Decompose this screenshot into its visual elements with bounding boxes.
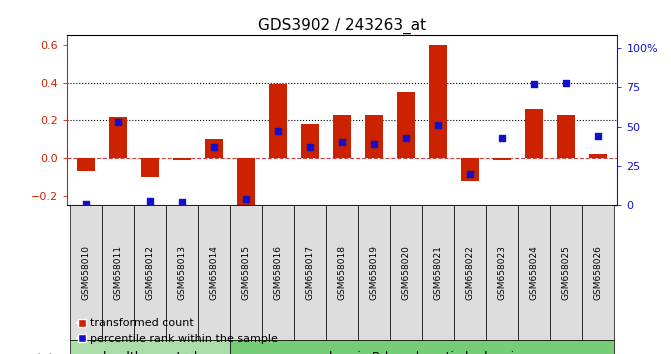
Text: GSM658022: GSM658022 bbox=[466, 245, 474, 300]
Bar bbox=[70, 205, 102, 340]
Point bbox=[241, 196, 252, 202]
Text: GSM658015: GSM658015 bbox=[242, 245, 251, 300]
Bar bbox=[589, 154, 607, 158]
Bar bbox=[166, 205, 198, 340]
Text: GSM658025: GSM658025 bbox=[562, 245, 570, 300]
Bar bbox=[493, 158, 511, 160]
Bar bbox=[77, 158, 95, 171]
Bar bbox=[70, 340, 230, 354]
Point bbox=[177, 199, 188, 205]
Bar bbox=[429, 45, 447, 158]
Point bbox=[273, 129, 284, 134]
Text: GSM658024: GSM658024 bbox=[529, 245, 539, 300]
Point bbox=[561, 80, 572, 85]
Point bbox=[433, 122, 444, 128]
Bar bbox=[397, 92, 415, 158]
Point bbox=[592, 133, 603, 139]
Bar bbox=[358, 205, 391, 340]
Point bbox=[81, 201, 92, 207]
Point bbox=[497, 135, 507, 141]
Bar bbox=[558, 115, 575, 158]
Bar bbox=[230, 340, 614, 354]
Legend: transformed count, percentile rank within the sample: transformed count, percentile rank withi… bbox=[72, 314, 282, 348]
Text: healthy control: healthy control bbox=[103, 351, 197, 354]
Bar bbox=[454, 205, 486, 340]
Bar bbox=[550, 205, 582, 340]
Bar bbox=[174, 158, 191, 160]
Bar bbox=[486, 205, 518, 340]
Bar bbox=[326, 205, 358, 340]
Point bbox=[145, 198, 156, 204]
Text: GSM658010: GSM658010 bbox=[82, 245, 91, 300]
Bar bbox=[142, 158, 159, 177]
Text: GSM658019: GSM658019 bbox=[370, 245, 378, 300]
Point bbox=[529, 81, 539, 87]
Bar bbox=[102, 205, 134, 340]
Bar bbox=[333, 115, 351, 158]
Bar bbox=[462, 158, 479, 181]
Bar bbox=[582, 205, 614, 340]
Text: disease state: disease state bbox=[0, 353, 60, 354]
Title: GDS3902 / 243263_at: GDS3902 / 243263_at bbox=[258, 18, 426, 34]
Text: GSM658020: GSM658020 bbox=[402, 245, 411, 300]
Point bbox=[209, 144, 219, 150]
Bar bbox=[134, 205, 166, 340]
Text: GSM658017: GSM658017 bbox=[306, 245, 315, 300]
Bar bbox=[238, 158, 255, 205]
Point bbox=[369, 141, 380, 147]
Bar bbox=[366, 115, 383, 158]
Text: GSM658011: GSM658011 bbox=[114, 245, 123, 300]
Text: GSM658021: GSM658021 bbox=[433, 245, 443, 300]
Text: GSM658012: GSM658012 bbox=[146, 245, 155, 300]
Bar bbox=[518, 205, 550, 340]
Text: GSM658016: GSM658016 bbox=[274, 245, 282, 300]
Bar bbox=[230, 205, 262, 340]
Bar bbox=[301, 124, 319, 158]
Bar bbox=[525, 109, 543, 158]
Point bbox=[305, 144, 315, 150]
Text: GSM658018: GSM658018 bbox=[338, 245, 347, 300]
Bar bbox=[422, 205, 454, 340]
Point bbox=[113, 119, 123, 125]
Point bbox=[337, 139, 348, 145]
Point bbox=[401, 135, 411, 141]
Bar bbox=[205, 139, 223, 158]
Bar bbox=[270, 85, 287, 158]
Text: GSM658026: GSM658026 bbox=[594, 245, 603, 300]
Text: GSM658013: GSM658013 bbox=[178, 245, 187, 300]
Text: chronic B-lymphocytic leukemia: chronic B-lymphocytic leukemia bbox=[322, 351, 522, 354]
Bar bbox=[391, 205, 422, 340]
Bar bbox=[198, 205, 230, 340]
Text: GSM658014: GSM658014 bbox=[210, 245, 219, 300]
Bar bbox=[262, 205, 294, 340]
Bar bbox=[294, 205, 326, 340]
Bar bbox=[109, 116, 127, 158]
Text: GSM658023: GSM658023 bbox=[498, 245, 507, 300]
Point bbox=[465, 171, 476, 177]
